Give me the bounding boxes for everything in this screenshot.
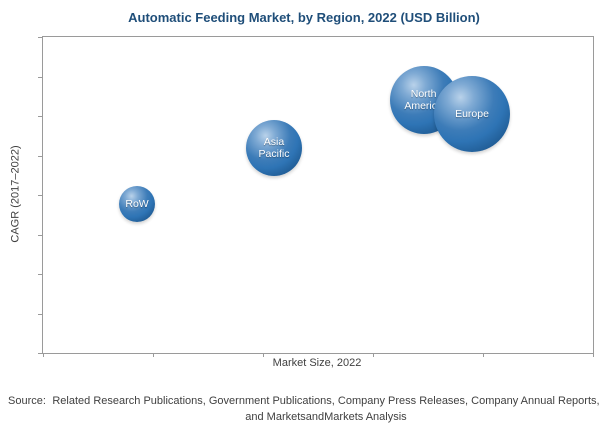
y-axis-tick <box>38 234 42 236</box>
y-axis-tick <box>38 353 42 354</box>
bubble-asia-pacific: Asia Pacific <box>246 119 302 176</box>
plot-area: RoW Asia Pacific North America Europe <box>38 36 594 357</box>
y-axis-tick <box>38 116 42 117</box>
chart-title: Automatic Feeding Market, by Region, 202… <box>128 10 480 25</box>
bubble-label: Europe <box>455 107 489 120</box>
bubble-label: RoW <box>125 198 149 211</box>
bubble-europe: Europe <box>434 75 510 152</box>
source-prefix: Source: <box>8 395 46 407</box>
bubble-row: RoW <box>119 186 156 223</box>
y-axis-tick <box>38 195 42 196</box>
y-axis-tick <box>38 274 42 275</box>
x-axis-tick <box>593 353 594 357</box>
x-axis-tick <box>153 353 154 357</box>
y-axis-label-text: CAGR (2017–2022) <box>10 145 23 243</box>
x-axis-tick <box>483 353 484 357</box>
source-text: Related Research Publications, Governmen… <box>52 395 600 423</box>
x-axis-tick <box>263 353 264 357</box>
bubble-label: Asia Pacific <box>258 135 290 160</box>
bubble-label: North America <box>404 88 443 113</box>
source-note: Source: Related Research Publications, G… <box>8 394 600 426</box>
y-axis-tick <box>38 76 42 78</box>
y-axis-tick <box>38 313 42 315</box>
y-axis-tick <box>38 155 42 157</box>
y-axis-label: CAGR (2017–2022) <box>8 36 24 352</box>
y-axis-tick <box>38 37 42 38</box>
x-axis-label: Market Size, 2022 <box>272 357 362 369</box>
x-axis-tick <box>373 353 374 357</box>
x-axis-tick <box>43 353 44 357</box>
